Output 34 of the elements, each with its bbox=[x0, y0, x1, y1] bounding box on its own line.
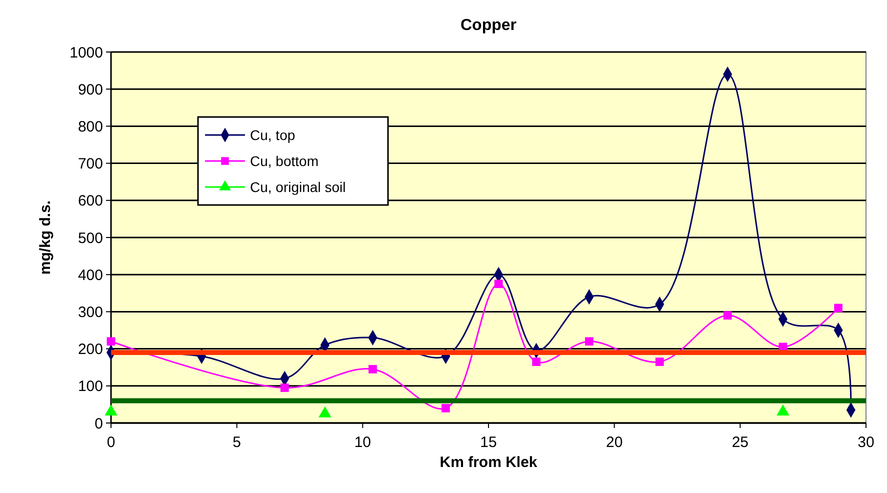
y-tick-label: 200 bbox=[78, 341, 103, 358]
point bbox=[280, 384, 289, 392]
y-tick-label: 300 bbox=[78, 304, 103, 321]
x-tick-label: 10 bbox=[354, 434, 372, 451]
y-axis-title: mg/kg d.s. bbox=[37, 200, 54, 275]
legend-label: Cu, top bbox=[250, 126, 296, 143]
point bbox=[655, 358, 664, 366]
x-tick-label: 30 bbox=[858, 434, 874, 451]
x-axis-title: Km from Klek bbox=[440, 454, 538, 471]
point bbox=[834, 304, 842, 312]
legend-label: Cu, original soil bbox=[250, 178, 346, 195]
y-tick-label: 1000 bbox=[70, 44, 103, 62]
point bbox=[584, 337, 594, 346]
point bbox=[442, 404, 450, 412]
point bbox=[106, 337, 116, 346]
y-tick-label: 0 bbox=[94, 415, 103, 432]
y-tick-label: 900 bbox=[78, 81, 103, 98]
y-tick-label: 600 bbox=[78, 192, 103, 210]
x-tick-label: 15 bbox=[480, 434, 497, 451]
point bbox=[723, 311, 732, 320]
y-tick-label: 100 bbox=[78, 378, 103, 396]
chart-title: Copper bbox=[460, 17, 516, 34]
y-tick-label: 800 bbox=[78, 118, 103, 136]
point bbox=[532, 358, 540, 366]
y-tick-label: 700 bbox=[78, 156, 103, 173]
point bbox=[368, 365, 377, 374]
x-tick-label: 0 bbox=[106, 434, 116, 451]
y-tick-label: 500 bbox=[78, 230, 103, 247]
point bbox=[494, 280, 503, 288]
x-tick-label: 5 bbox=[232, 434, 242, 451]
x-tick-label: 20 bbox=[606, 434, 623, 451]
x-tick-label: 25 bbox=[732, 434, 749, 451]
legend-label: Cu, bottom bbox=[250, 152, 318, 169]
y-tick-label: 400 bbox=[78, 266, 103, 284]
